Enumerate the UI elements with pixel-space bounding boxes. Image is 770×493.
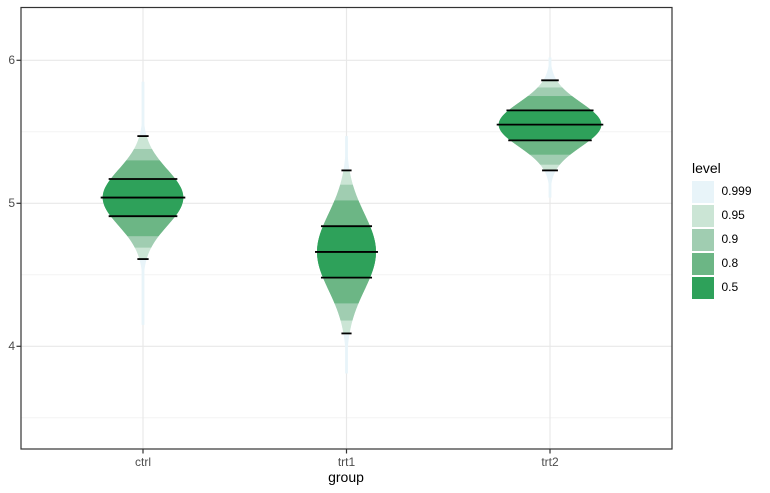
legend-swatch <box>692 229 714 251</box>
y-tick-label: 5 <box>8 196 15 211</box>
legend-item: 0.95 <box>692 205 752 227</box>
y-tick-label: 6 <box>8 53 15 68</box>
legend-item-label: 0.9 <box>721 232 739 246</box>
legend: level 0.999 0.95 0.9 0.8 0.5 <box>692 160 752 301</box>
x-axis-title: group <box>328 469 364 485</box>
legend-item-label: 0.999 <box>721 184 752 198</box>
legend-item: 0.8 <box>692 253 752 275</box>
x-tick-label: trt2 <box>541 455 559 469</box>
legend-swatch <box>692 253 714 275</box>
y-tick-label: 4 <box>8 339 15 354</box>
legend-item: 0.5 <box>692 277 752 299</box>
legend-item-label: 0.5 <box>721 280 739 294</box>
legend-swatch <box>692 181 714 203</box>
legend-swatch <box>692 205 714 227</box>
legend-title: level <box>692 160 721 176</box>
legend-swatch <box>692 277 714 299</box>
legend-item: 0.9 <box>692 229 752 251</box>
legend-item-label: 0.95 <box>721 208 745 222</box>
x-tick-label: ctrl <box>135 455 151 469</box>
x-tick-label: trt1 <box>337 455 356 469</box>
legend-item: 0.999 <box>692 181 752 203</box>
legend-item-label: 0.8 <box>721 256 739 270</box>
